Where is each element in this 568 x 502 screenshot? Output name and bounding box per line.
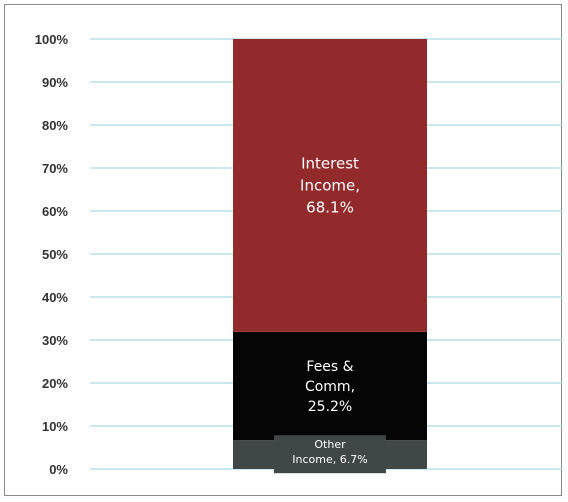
y-tick-label: 70% [42,161,68,176]
bar-segments [233,39,427,474]
segment-label-0-line-1: Income, 6.7% [292,453,367,466]
bar-segment-2 [233,39,427,332]
segment-labels: Other Income, 6.7% Fees & Comm, 25.2% Interes… [292,155,367,467]
y-tick-label: 90% [42,75,68,90]
y-tick-label: 40% [42,290,68,305]
segment-label-1-line-1: Comm, [305,379,355,395]
segment-label-1-line-2: 25.2% [308,399,352,415]
segment-label-2-line-1: Income, [300,177,360,195]
segment-label-1-line-0: Fees & [306,359,353,375]
y-tick-label: 50% [42,247,68,262]
bar-segment-1 [233,331,427,441]
y-tick-label: 80% [42,118,68,133]
y-tick-label: 20% [42,376,68,391]
y-tick-label: 100% [35,32,69,47]
segment-label-2-line-0: Interest [301,155,359,173]
y-tick-label: 60% [42,204,68,219]
segment-label-2-line-2: 68.1% [306,199,354,217]
y-axis-tick-labels: 0% 10% 20% 30% 40% 50% 60% 70% 80% 90% 100% [35,32,69,477]
segment-label-0-line-0: Other [314,438,346,451]
y-tick-label: 0% [49,462,68,477]
segment-label-box-0 [274,435,386,474]
y-tick-label: 30% [42,333,68,348]
y-tick-label: 10% [42,419,68,434]
